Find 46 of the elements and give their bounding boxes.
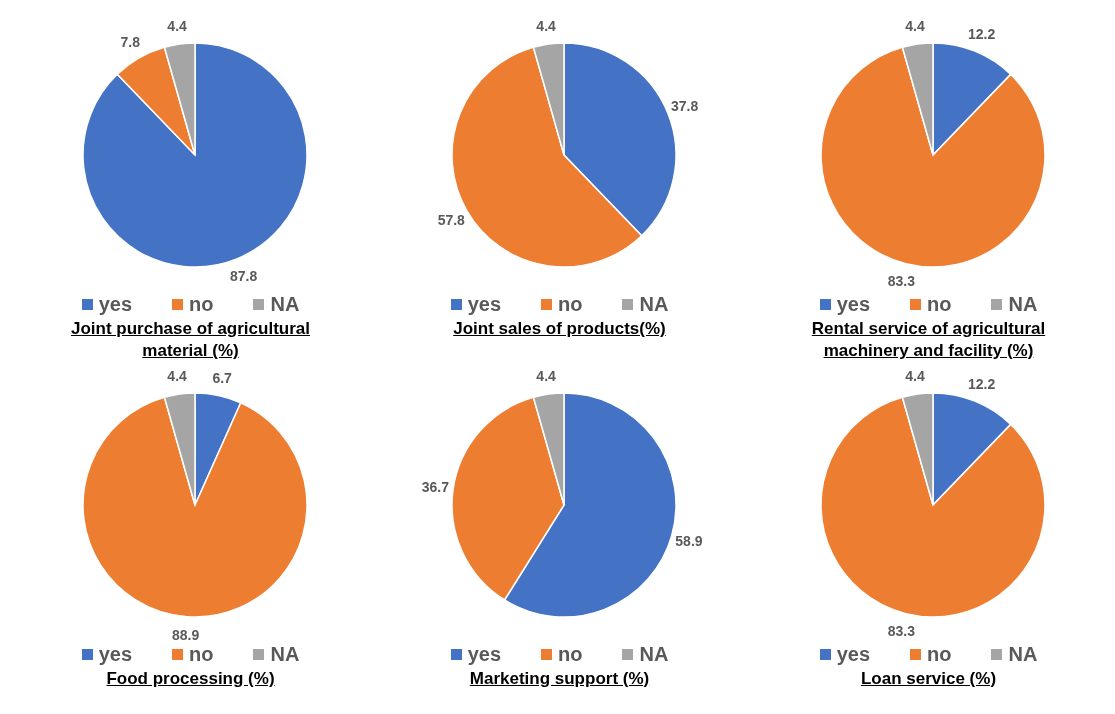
pie-slice (820, 396, 1046, 618)
data-label: 36.7 (421, 478, 450, 495)
text: Rental service of agricultural machinery and facility (%) (810, 318, 1047, 362)
legend-label: NA (1008, 642, 1038, 666)
data-label: 4.4 (905, 18, 926, 35)
data-label: 4.4 (167, 18, 188, 35)
data-label: 4.4 (536, 368, 557, 385)
legend-label: no (927, 292, 952, 316)
data-label: 58.9 (675, 532, 703, 549)
legend-label: yes (98, 292, 133, 316)
data-label: 4.4 (167, 368, 188, 385)
legend-label: yes (98, 642, 133, 666)
legend-label: yes (467, 292, 502, 316)
data-label: 7.8 (120, 34, 141, 51)
legend-label: no (189, 642, 214, 666)
data-label: 4.4 (905, 368, 926, 385)
data-label: 12.2 (968, 376, 996, 393)
legend-label: yes (467, 642, 502, 666)
legend-label: NA (639, 642, 669, 666)
data-label: 57.8 (437, 211, 466, 228)
data-label: 12.2 (968, 26, 996, 43)
legend-label: NA (1008, 292, 1038, 316)
data-label: 37.8 (670, 98, 699, 115)
data-label: 83.3 (887, 623, 916, 640)
legend-label: no (927, 642, 952, 666)
pie-slice (820, 46, 1046, 268)
text: Joint purchase of agricultural material (%) (70, 318, 311, 362)
pie-slice (116, 46, 196, 156)
legend-label: yes (836, 642, 871, 666)
legend-label: yes (836, 292, 871, 316)
data-label: 87.8 (229, 267, 258, 284)
legend-label: no (189, 292, 214, 316)
data-label: 6.7 (212, 369, 233, 386)
legend-label: NA (639, 292, 669, 316)
text: Food processing (%) (105, 668, 276, 690)
legend-label: NA (270, 642, 300, 666)
text: Loan service (%) (859, 668, 998, 690)
data-label: 88.9 (171, 626, 200, 643)
text: Marketing support (%) (468, 668, 651, 690)
legend-label: no (558, 642, 583, 666)
text: Joint sales of products(%) (452, 318, 667, 340)
data-label: 4.4 (536, 18, 557, 35)
pie-slice (82, 396, 308, 618)
legend-label: NA (270, 292, 300, 316)
data-label: 83.3 (887, 273, 916, 290)
legend-label: no (558, 292, 583, 316)
